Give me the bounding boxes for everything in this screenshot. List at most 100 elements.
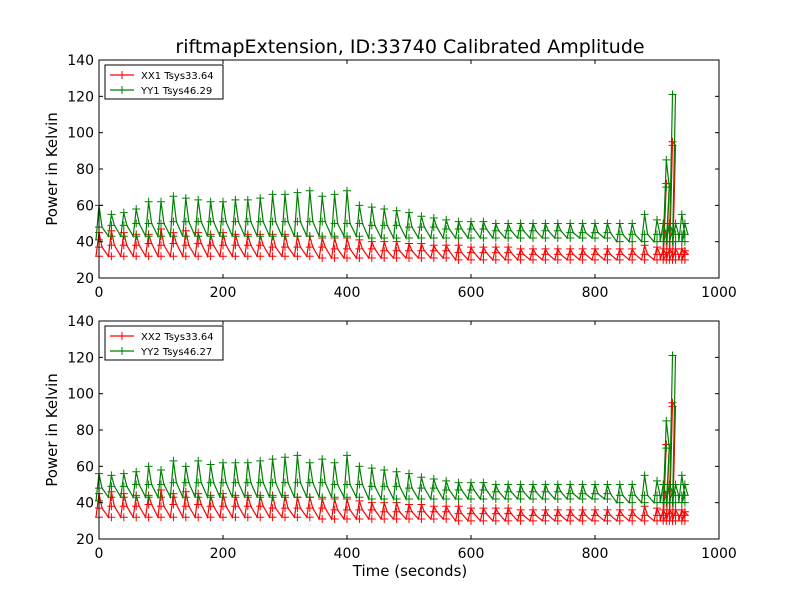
data-point	[529, 495, 537, 504]
data-point	[665, 487, 674, 496]
data-point	[181, 241, 190, 250]
data-point	[305, 513, 314, 522]
data-point	[144, 500, 153, 509]
data-point	[243, 232, 252, 241]
data-point	[243, 241, 252, 250]
data-point	[268, 504, 277, 513]
data-point	[541, 495, 550, 504]
data-point	[219, 241, 227, 250]
data-point	[615, 237, 624, 246]
data-point	[454, 217, 463, 226]
y-tick-label: 140	[67, 314, 94, 330]
data-point	[380, 482, 389, 491]
series-top-0	[95, 137, 689, 264]
data-point	[256, 241, 265, 250]
data-point	[107, 471, 116, 480]
data-point	[405, 254, 413, 263]
data-point	[107, 513, 116, 522]
data-point	[442, 224, 451, 233]
series-line	[95, 354, 689, 505]
data-point	[467, 234, 475, 243]
data-point	[467, 224, 475, 233]
data-point	[417, 212, 426, 221]
data-point	[219, 217, 227, 226]
data-point	[181, 194, 190, 203]
data-point	[392, 221, 401, 230]
y-tick-label: 120	[67, 350, 94, 366]
data-point	[628, 480, 637, 489]
data-point	[194, 217, 203, 226]
data-point	[479, 255, 488, 264]
data-point	[442, 215, 451, 224]
data-point	[367, 234, 376, 243]
data-point	[268, 243, 277, 252]
data-point	[318, 232, 327, 241]
data-point	[268, 190, 277, 199]
data-point	[467, 509, 475, 518]
data-point	[405, 495, 413, 504]
data-point	[467, 485, 475, 494]
data-point	[144, 197, 153, 206]
data-point	[628, 219, 637, 228]
data-point	[429, 484, 438, 493]
data-point	[541, 487, 550, 496]
data-point	[367, 505, 376, 514]
data-point	[566, 480, 575, 489]
y-tick-label: 40	[76, 496, 94, 512]
data-point	[380, 246, 389, 255]
data-point	[553, 487, 562, 496]
data-point	[367, 244, 376, 253]
data-point	[343, 186, 351, 195]
data-point	[467, 248, 475, 257]
y-tick-label: 20	[76, 532, 94, 548]
data-point	[628, 255, 637, 264]
data-point	[107, 241, 116, 250]
legend-label: YY2 Tsys46.27	[140, 347, 212, 358]
data-point	[256, 217, 265, 226]
data-point	[169, 513, 178, 522]
data-point	[668, 351, 677, 360]
data-point	[662, 444, 671, 453]
data-point	[219, 232, 227, 241]
data-point	[671, 219, 680, 228]
data-point	[615, 480, 624, 489]
data-point	[206, 197, 215, 206]
data-point	[566, 255, 575, 264]
data-point	[367, 203, 376, 212]
data-point	[553, 226, 562, 235]
data-point	[318, 478, 327, 487]
data-point	[417, 495, 426, 504]
data-point	[355, 201, 364, 210]
data-point	[268, 217, 277, 226]
data-point	[429, 495, 438, 504]
data-point	[479, 217, 488, 226]
data-point	[615, 516, 624, 525]
data-point	[132, 252, 141, 261]
data-point	[504, 495, 513, 504]
data-point	[640, 471, 649, 480]
panel-top: 0 200 400 600 800 1000 20 40 60 80 100 120 140 Power…	[43, 53, 737, 301]
data-point	[665, 248, 674, 257]
plot-area-top	[95, 90, 689, 264]
data-point	[157, 232, 165, 241]
data-point	[680, 219, 689, 228]
data-point	[231, 502, 240, 511]
data-point	[355, 219, 364, 228]
data-point	[628, 498, 637, 507]
data-point	[615, 498, 624, 507]
data-point	[380, 221, 389, 230]
data-point	[591, 495, 599, 504]
x-tick-label: 0	[95, 285, 104, 301]
data-point	[268, 493, 277, 502]
data-point	[442, 254, 451, 263]
data-point	[268, 252, 277, 261]
data-point	[442, 515, 451, 524]
data-point	[119, 513, 128, 522]
data-point	[318, 243, 327, 252]
data-point	[640, 230, 649, 239]
data-point	[454, 495, 463, 504]
data-point	[281, 493, 289, 502]
data-point	[429, 507, 438, 516]
data-point	[578, 219, 587, 228]
data-point	[318, 493, 327, 502]
